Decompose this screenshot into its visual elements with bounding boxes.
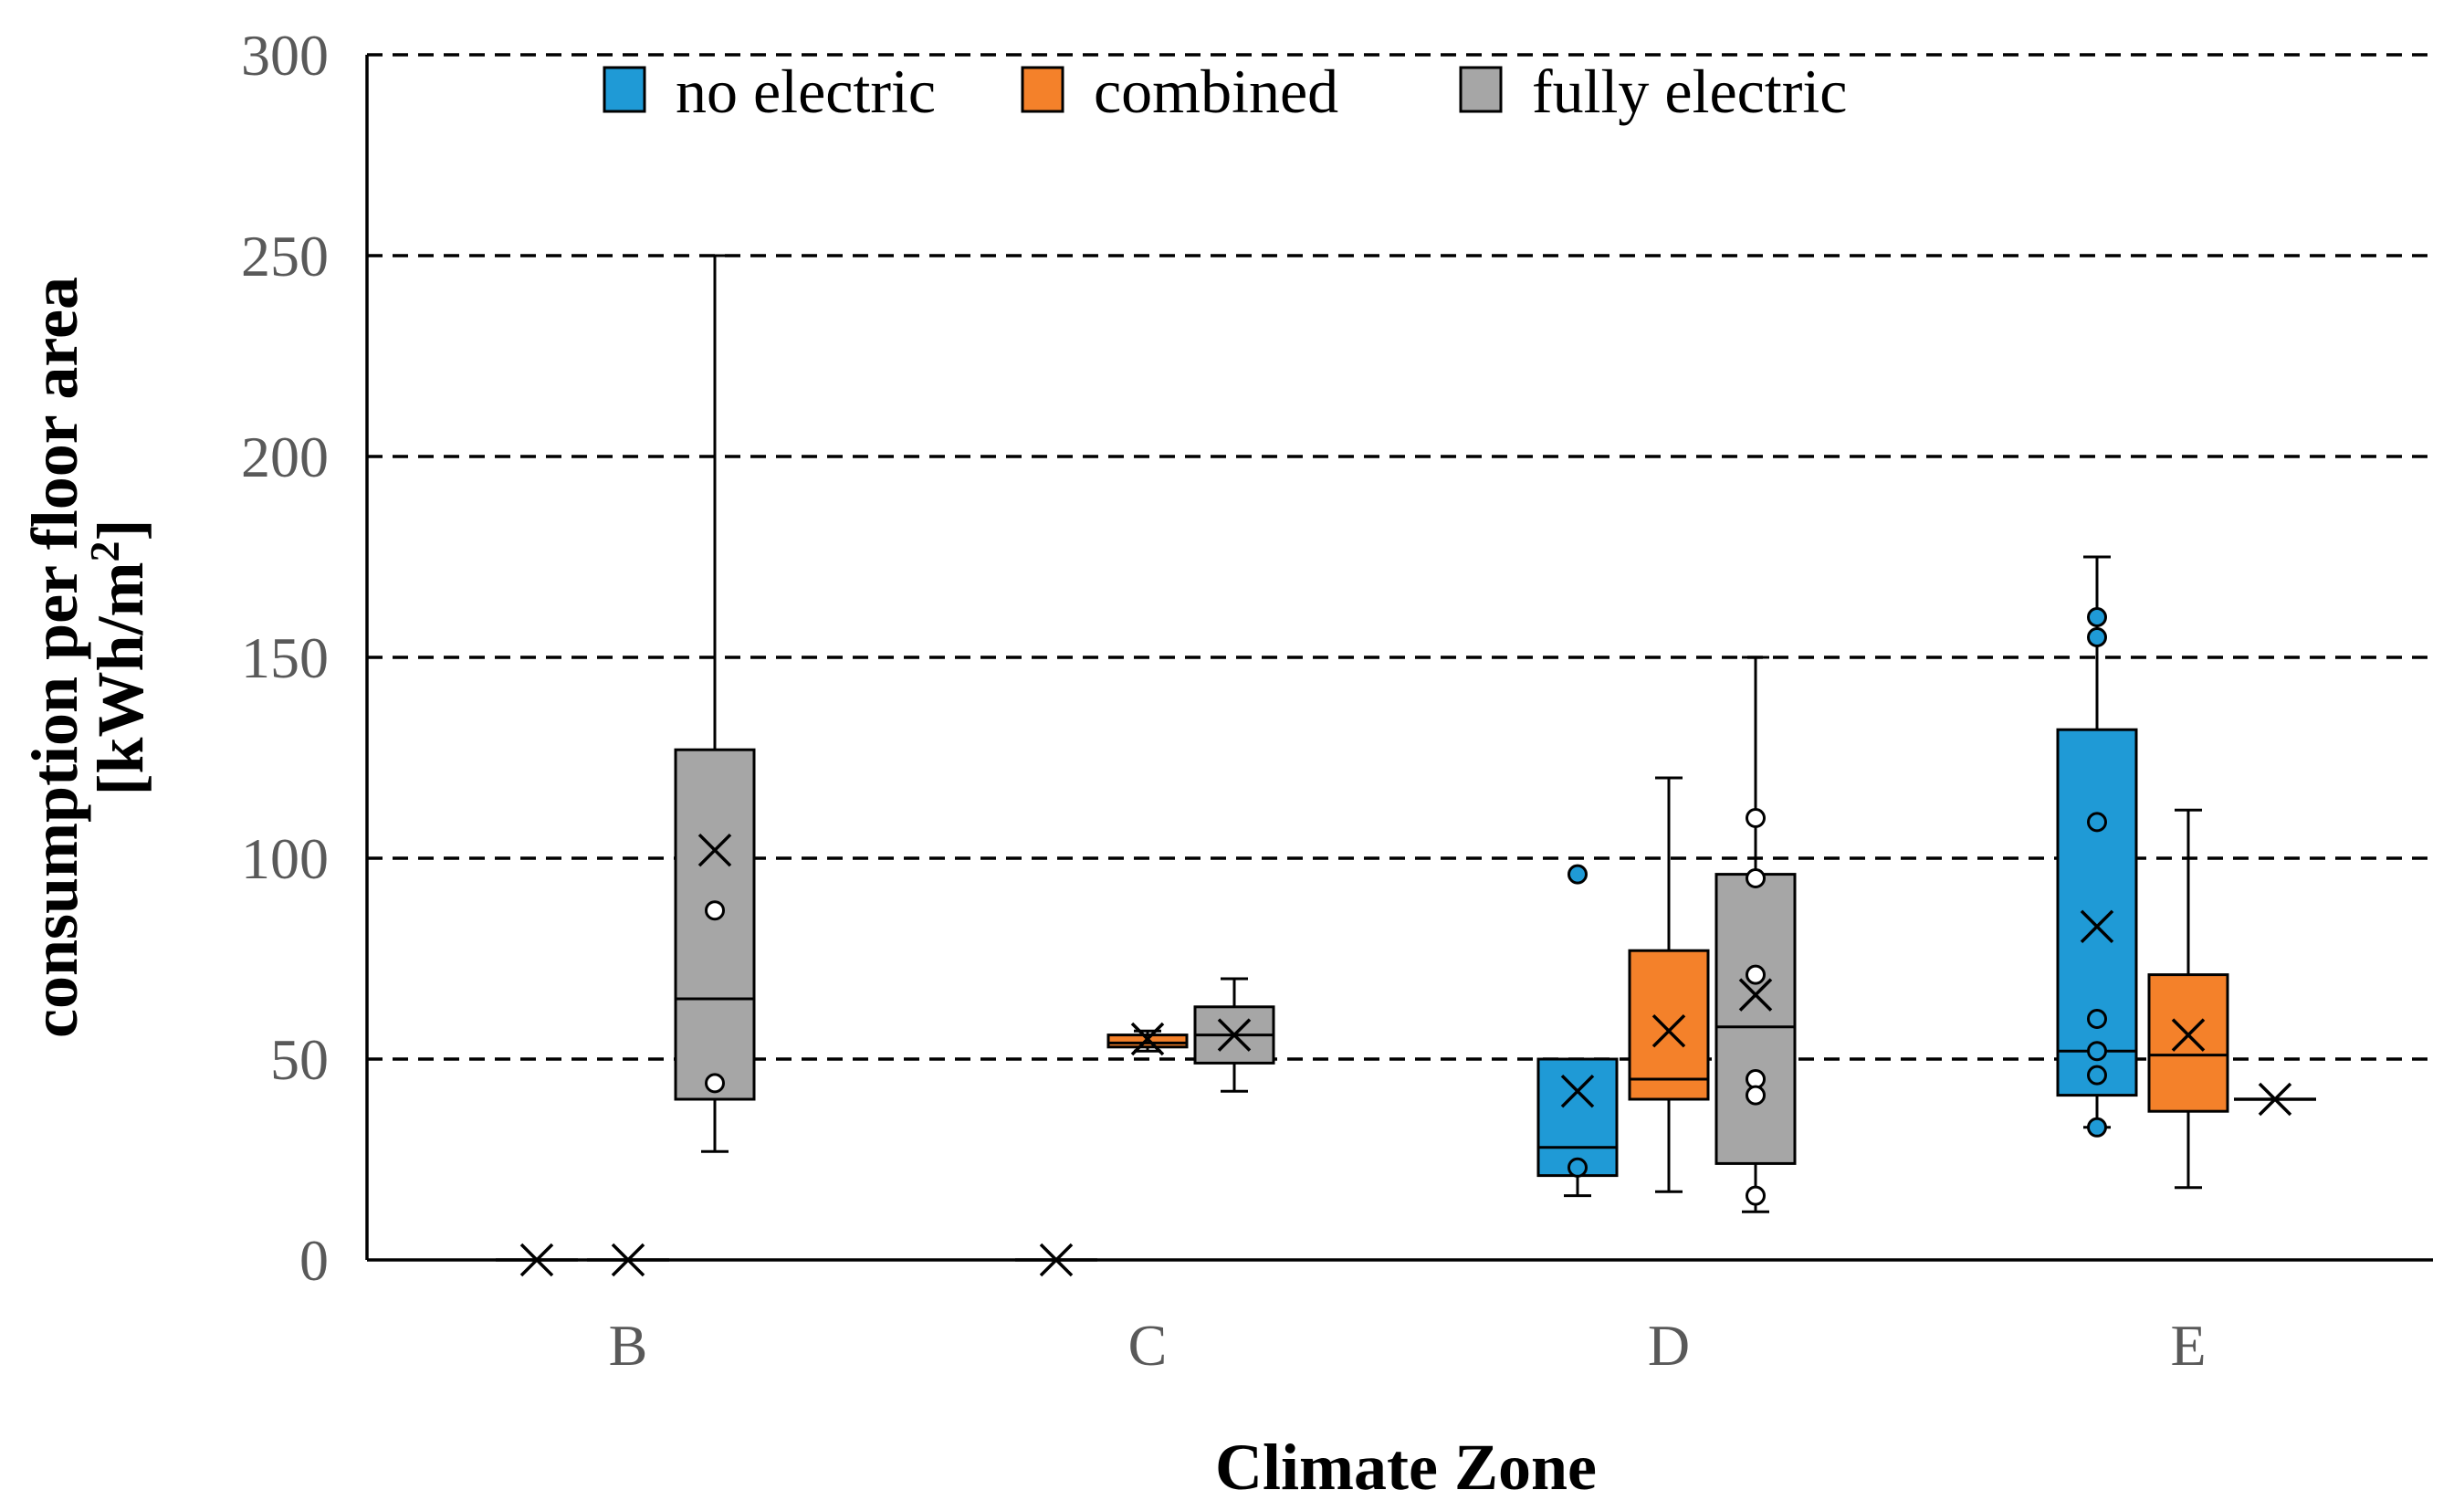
- outlier-point-3: [2087, 1009, 2107, 1029]
- outlier-point-2: [2087, 812, 2107, 833]
- mean-marker: [2234, 1082, 2316, 1117]
- mean-x-stroke-2: [2171, 1018, 2206, 1052]
- mean-marker: [2080, 909, 2114, 944]
- x-axis-tick-labels: B C D E: [609, 1313, 2207, 1378]
- mean-x-stroke-2: [1738, 978, 1773, 1012]
- x-tick-label-C: C: [1128, 1313, 1168, 1378]
- outlier-point-1: [1746, 868, 1766, 888]
- y-tick-label-300: 300: [241, 23, 329, 88]
- y-axis-tick-labels: 0 50 100 150 200 250 300: [241, 23, 329, 1293]
- box-fully-electric-D: [1714, 656, 1797, 1213]
- legend-label-fully-electric: fully electric: [1532, 57, 1847, 126]
- mean-x-stroke-2: [697, 833, 732, 867]
- box-combined-E: [2147, 808, 2229, 1190]
- y-axis-title-line1: consumption per floor area: [18, 277, 91, 1038]
- mean-marker: [697, 833, 732, 867]
- outlier-point-1: [705, 1073, 725, 1094]
- x-tick-label-D: D: [1648, 1313, 1690, 1378]
- outlier-point-6: [2087, 1117, 2107, 1138]
- box-iqr: [2147, 973, 2229, 1113]
- legend-swatch-fully-electric: [1459, 66, 1503, 113]
- legend-swatch-no-electric: [603, 66, 646, 113]
- legend-swatch-combined: [1021, 66, 1064, 113]
- outlier-point-1: [2087, 627, 2107, 647]
- x-tick-label-E: E: [2170, 1313, 2206, 1378]
- outlier-point-1: [1568, 1157, 1588, 1178]
- y-tick-label-50: 50: [270, 1027, 329, 1092]
- y-axis-title: consumption per floor area [kWh/m2]: [18, 277, 157, 1038]
- mean-marker: [1738, 978, 1773, 1012]
- box-iqr: [2056, 728, 2138, 1097]
- box-iqr: [1628, 949, 1710, 1101]
- mean-x-stroke-2: [1560, 1074, 1595, 1108]
- mean-marker: [1130, 1022, 1165, 1056]
- y-tick-label-0: 0: [299, 1228, 329, 1293]
- mean-x-stroke-2: [2258, 1082, 2292, 1117]
- box-fully-electric-C: [1193, 977, 1275, 1093]
- outlier-point-0: [1746, 808, 1766, 828]
- y-tick-label-200: 200: [241, 425, 329, 489]
- y-tick-label-250: 250: [241, 224, 329, 289]
- mean-marker: [2171, 1018, 2206, 1052]
- y-tick-label-100: 100: [241, 826, 329, 891]
- box-combined-C: [1106, 1022, 1189, 1056]
- mean-x-stroke-2: [1130, 1022, 1165, 1056]
- outlier-point-0: [705, 900, 725, 921]
- legend-item-fully-electric: fully electric: [1459, 57, 1847, 126]
- y-tick-label-150: 150: [241, 625, 329, 690]
- box-no-electric-D: [1536, 864, 1619, 1198]
- box-fully-electric-B: [674, 254, 756, 1153]
- x-axis-title: Climate Zone: [1215, 1431, 1597, 1504]
- legend-label-combined: combined: [1094, 57, 1338, 126]
- mean-x-stroke-2: [2080, 909, 2114, 944]
- outlier-point-5: [1746, 1185, 1766, 1206]
- legend-item-combined: combined: [1021, 57, 1338, 126]
- y-axis-title-bracket: ]: [84, 519, 157, 540]
- y-axis-title-unit: [kWh/m: [84, 561, 157, 795]
- outlier-point-5: [2087, 1065, 2107, 1086]
- mean-x-stroke-2: [1651, 1013, 1686, 1048]
- outlier-point-0: [2087, 607, 2107, 627]
- legend-label-no-electric: no electric: [676, 57, 936, 126]
- box-no-electric-E: [2056, 555, 2138, 1138]
- box-fully-electric-E: [2234, 1082, 2316, 1117]
- legend: no electric combined fully electric: [603, 57, 1847, 126]
- mean-marker: [1651, 1013, 1686, 1048]
- outlier-point-2: [1746, 964, 1766, 985]
- plot-area: [496, 254, 2316, 1277]
- y-axis-title-superscript: 2: [81, 540, 128, 561]
- mean-marker: [1217, 1018, 1252, 1052]
- mean-marker: [1560, 1074, 1595, 1108]
- outlier-point-4: [1746, 1085, 1766, 1106]
- outlier-point-4: [2087, 1041, 2107, 1062]
- legend-item-no-electric: no electric: [603, 57, 936, 126]
- box-iqr: [674, 748, 756, 1101]
- y-axis-title-line2: [kWh/m2]: [81, 519, 157, 795]
- box-iqr: [1536, 1057, 1619, 1178]
- box-combined-D: [1628, 776, 1710, 1193]
- box-iqr: [1714, 873, 1797, 1165]
- x-tick-label-B: B: [609, 1313, 648, 1378]
- outlier-point-0: [1568, 864, 1588, 885]
- mean-x-stroke-2: [1217, 1018, 1252, 1052]
